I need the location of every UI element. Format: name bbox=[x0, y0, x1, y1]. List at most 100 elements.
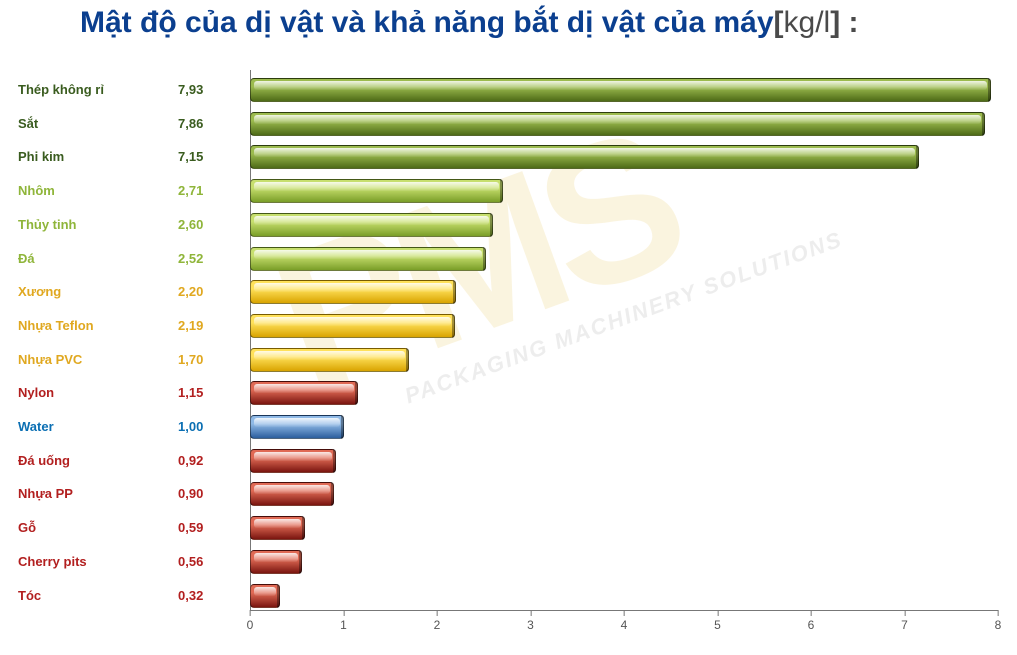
bar-wrap bbox=[250, 314, 455, 338]
table-row: Xương 2,20 bbox=[18, 280, 998, 304]
bar-cap bbox=[988, 78, 991, 102]
bar-wrap bbox=[250, 550, 302, 574]
bar-wrap bbox=[250, 280, 456, 304]
table-row: Water1,00 bbox=[18, 415, 998, 439]
bar-cap bbox=[331, 482, 334, 506]
bar-cap bbox=[490, 213, 493, 237]
x-tick: 3 bbox=[527, 618, 534, 632]
x-tick: 6 bbox=[808, 618, 815, 632]
category-value: 0,92 bbox=[178, 453, 228, 468]
bar-wrap bbox=[250, 449, 336, 473]
category-label: Nhựa PVC bbox=[18, 352, 158, 367]
table-row: Sắt 7,86 bbox=[18, 112, 998, 136]
category-value: 2,20 bbox=[178, 284, 228, 299]
bar-gloss bbox=[254, 553, 298, 562]
bar-wrap bbox=[250, 482, 334, 506]
category-value: 0,32 bbox=[178, 588, 228, 603]
category-value: 0,59 bbox=[178, 520, 228, 535]
category-label: Xương bbox=[18, 284, 158, 299]
bar-gloss bbox=[254, 351, 405, 360]
title-main: Mật độ của dị vật và khả năng bắt dị vật… bbox=[80, 6, 774, 39]
category-value: 7,93 bbox=[178, 82, 228, 97]
bar-cap bbox=[452, 314, 455, 338]
bar-gloss bbox=[254, 182, 499, 191]
title-unit-close: ] : bbox=[830, 6, 858, 39]
category-value: 1,00 bbox=[178, 419, 228, 434]
category-value: 2,52 bbox=[178, 251, 228, 266]
category-label: Thủy tinh bbox=[18, 217, 158, 232]
bar-cap bbox=[341, 415, 344, 439]
bar-cap bbox=[916, 145, 919, 169]
bar-gloss bbox=[254, 148, 915, 157]
category-label: Nhôm bbox=[18, 183, 158, 198]
table-row: Gỗ 0,59 bbox=[18, 516, 998, 540]
category-value: 7,86 bbox=[178, 116, 228, 131]
bar-cap bbox=[299, 550, 302, 574]
bar-wrap bbox=[250, 78, 991, 102]
category-label: Gỗ bbox=[18, 520, 158, 535]
category-label: Phi kim bbox=[18, 149, 158, 164]
bar-wrap bbox=[250, 213, 493, 237]
chart-title: Mật độ của dị vật và khả năng bắt dị vật… bbox=[80, 6, 859, 40]
category-value: 7,15 bbox=[178, 149, 228, 164]
category-label: Đá uống bbox=[18, 453, 158, 468]
category-value: 2,19 bbox=[178, 318, 228, 333]
bar-cap bbox=[453, 280, 456, 304]
bar-gloss bbox=[254, 452, 332, 461]
chart-root: PMS PACKAGING MACHINERY SOLUTIONS Mật độ… bbox=[0, 0, 1017, 655]
bar bbox=[250, 449, 336, 473]
table-row: Nhựa PP0,90 bbox=[18, 482, 998, 506]
bar bbox=[250, 112, 985, 136]
bar-cap bbox=[355, 381, 358, 405]
bar bbox=[250, 314, 455, 338]
table-row: Cherry pits0,56 bbox=[18, 550, 998, 574]
category-label: Nhựa PP bbox=[18, 486, 158, 501]
category-value: 2,60 bbox=[178, 217, 228, 232]
bar-cap bbox=[302, 516, 305, 540]
bar bbox=[250, 213, 493, 237]
category-label: Cherry pits bbox=[18, 554, 158, 569]
bar-cap bbox=[483, 247, 486, 271]
title-unit-open: [ bbox=[774, 6, 784, 39]
category-value: 2,71 bbox=[178, 183, 228, 198]
table-row: Nylon 1,15 bbox=[18, 381, 998, 405]
x-tick: 2 bbox=[434, 618, 441, 632]
table-row: Thủy tinh 2,60 bbox=[18, 213, 998, 237]
table-row: Nhựa PVC 1,70 bbox=[18, 348, 998, 372]
x-tick: 8 bbox=[995, 618, 1002, 632]
x-tick: 4 bbox=[621, 618, 628, 632]
bar-gloss bbox=[254, 519, 301, 528]
chart-area: 012345678 Thép không rỉ7,93Sắt7,86Phi ki… bbox=[18, 70, 998, 640]
table-row: Đá 2,52 bbox=[18, 247, 998, 271]
bar-wrap bbox=[250, 247, 486, 271]
table-row: Đá uống 0,92 bbox=[18, 449, 998, 473]
bar-wrap bbox=[250, 145, 919, 169]
category-value: 1,15 bbox=[178, 385, 228, 400]
bar-gloss bbox=[254, 587, 276, 596]
table-row: Nhựa Teflon2,19 bbox=[18, 314, 998, 338]
bar bbox=[250, 247, 486, 271]
bar-gloss bbox=[254, 384, 354, 393]
category-label: Tóc bbox=[18, 588, 158, 603]
bar-wrap bbox=[250, 516, 305, 540]
bar bbox=[250, 516, 305, 540]
category-value: 1,70 bbox=[178, 352, 228, 367]
bar-wrap bbox=[250, 348, 409, 372]
category-label: Sắt bbox=[18, 116, 158, 131]
bar-cap bbox=[982, 112, 985, 136]
bar-cap bbox=[406, 348, 409, 372]
table-row: Thép không rỉ7,93 bbox=[18, 78, 998, 102]
title-unit-text: kg/l bbox=[784, 6, 831, 39]
bar-gloss bbox=[254, 216, 489, 225]
category-label: Đá bbox=[18, 251, 158, 266]
bar bbox=[250, 550, 302, 574]
category-label: Nylon bbox=[18, 385, 158, 400]
bar-cap bbox=[333, 449, 336, 473]
bar bbox=[250, 381, 358, 405]
bar-gloss bbox=[254, 283, 452, 292]
bar-wrap bbox=[250, 112, 985, 136]
bar-gloss bbox=[254, 485, 330, 494]
bar bbox=[250, 348, 409, 372]
bar bbox=[250, 78, 991, 102]
x-tick: 5 bbox=[714, 618, 721, 632]
